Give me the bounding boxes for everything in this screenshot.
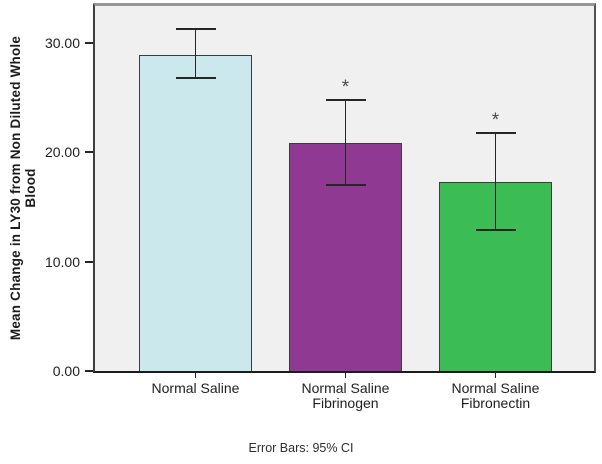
x-category-label-normal-saline: Normal Saline xyxy=(116,381,276,396)
y-tick-label-0.00: 0.00 xyxy=(52,363,80,379)
y-tick-label-30.00: 30.00 xyxy=(44,35,80,52)
significance-asterisk-normal-saline-fibronectin: * xyxy=(491,109,500,131)
error-bar-cap-low-normal-saline-fibrinogen xyxy=(325,184,366,187)
x-category-label-line: Normal Saline xyxy=(151,380,240,396)
error-bar-whisker-normal-saline-fibrinogen xyxy=(344,99,347,186)
error-bars-footnote: Error Bars: 95% CI xyxy=(248,441,354,455)
y-tick-mark-10.00 xyxy=(85,260,93,263)
x-tick-mark-normal-saline-fibronectin xyxy=(494,373,497,378)
error-bar-whisker-normal-saline-fibronectin xyxy=(494,132,497,231)
error-bar-cap-low-normal-saline-fibronectin xyxy=(475,229,516,232)
x-category-label-normal-saline-fibrinogen: Normal Saline Fibrinogen xyxy=(266,381,426,411)
x-tick-mark-normal-saline xyxy=(194,373,197,378)
error-bar-cap-high-normal-saline-fibronectin xyxy=(475,131,516,134)
plot-area: * * xyxy=(95,6,594,371)
y-tick-label-10.00: 10.00 xyxy=(44,253,80,270)
y-axis-title-line1: Mean Change in LY30 from Non Diluted Who… xyxy=(8,35,23,341)
bar-normal-saline xyxy=(139,55,252,371)
y-tick-mark-0.00 xyxy=(85,370,93,372)
error-bar-cap-high-normal-saline xyxy=(175,27,216,30)
x-category-label-line: Normal Saline xyxy=(301,380,390,396)
plot-box: * * xyxy=(93,3,596,373)
y-tick-mark-20.00 xyxy=(85,151,93,154)
error-bar-cap-low-normal-saline xyxy=(175,77,216,80)
significance-asterisk-normal-saline-fibrinogen: * xyxy=(341,76,350,98)
x-tick-mark-normal-saline-fibrinogen xyxy=(344,373,347,378)
y-axis-title: Mean Change in LY30 from Non Diluted Who… xyxy=(8,0,38,398)
error-bar-cap-high-normal-saline-fibrinogen xyxy=(325,98,366,101)
x-category-label-normal-saline-fibronectin: Normal Saline Fibronectin xyxy=(416,381,576,411)
y-tick-mark-30.00 xyxy=(85,42,93,45)
x-category-label-line: Normal Saline xyxy=(451,380,540,396)
y-axis-title-line2: Blood xyxy=(23,168,38,208)
x-category-label-line: Fibrinogen xyxy=(312,395,379,411)
x-category-label-line: Fibronectin xyxy=(460,395,531,411)
y-tick-label-20.00: 20.00 xyxy=(44,144,80,161)
error-bar-whisker-normal-saline xyxy=(194,28,197,79)
